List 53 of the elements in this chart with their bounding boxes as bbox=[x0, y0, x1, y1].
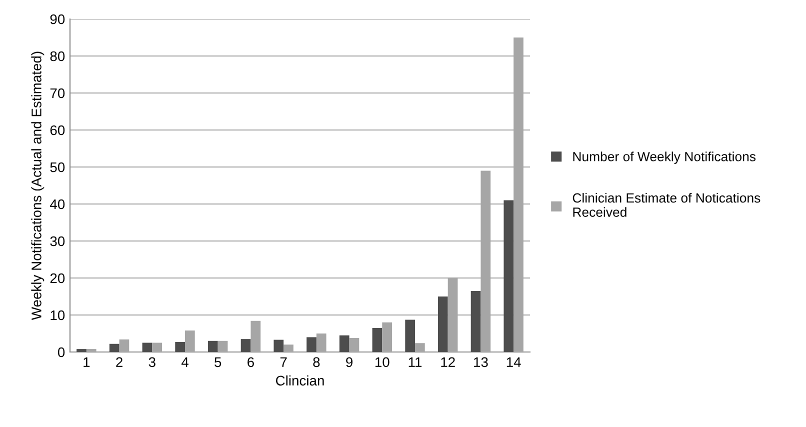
bar bbox=[185, 330, 195, 352]
x-axis-title: Clincian bbox=[276, 375, 324, 386]
bar bbox=[504, 200, 514, 352]
bar bbox=[208, 340, 218, 352]
bar bbox=[470, 290, 481, 352]
y-tick-label: 30 bbox=[50, 236, 65, 246]
legend-label: Clinician Estimate of Notications Received bbox=[572, 192, 760, 217]
y-tick-label: 40 bbox=[50, 199, 65, 210]
legend-label: Number of Weekly Notifications bbox=[573, 152, 756, 164]
x-tick-label: 10 bbox=[375, 357, 390, 368]
bar bbox=[284, 344, 294, 352]
bar bbox=[142, 342, 152, 352]
bar bbox=[438, 296, 448, 352]
x-tick-label: 4 bbox=[181, 357, 188, 367]
y-tick-label: 50 bbox=[50, 162, 65, 172]
x-tick-label: 6 bbox=[248, 357, 254, 368]
bar bbox=[372, 328, 382, 352]
bar bbox=[218, 340, 228, 352]
x-tick-label: 8 bbox=[313, 357, 320, 368]
bar bbox=[415, 343, 425, 352]
bar bbox=[109, 344, 120, 352]
x-tick-label: 2 bbox=[116, 357, 122, 367]
bar bbox=[306, 337, 316, 352]
y-tick-label: 90 bbox=[50, 14, 65, 24]
x-tick-label: 14 bbox=[506, 357, 521, 367]
bar bbox=[382, 322, 392, 352]
bar bbox=[76, 349, 86, 352]
y-tick-label: 60 bbox=[50, 125, 65, 136]
bar bbox=[86, 349, 96, 352]
y-axis-title: Weekly Notifications (Actual and Estimated) bbox=[31, 52, 44, 320]
bar bbox=[316, 334, 326, 352]
bar bbox=[240, 339, 251, 352]
bar bbox=[339, 335, 350, 352]
bar bbox=[274, 340, 284, 352]
bar bbox=[175, 342, 185, 352]
y-tick-label: 0 bbox=[58, 347, 65, 358]
x-tick-label: 9 bbox=[346, 357, 352, 368]
bar bbox=[250, 320, 261, 352]
x-tick-label: 11 bbox=[408, 357, 422, 367]
y-tick-label: 10 bbox=[50, 310, 65, 320]
bar bbox=[405, 320, 415, 352]
y-tick-label: 70 bbox=[50, 88, 65, 98]
y-tick-label: 20 bbox=[50, 273, 65, 284]
x-tick-label: 12 bbox=[441, 357, 455, 367]
bar bbox=[119, 339, 130, 352]
x-tick-label: 13 bbox=[474, 357, 488, 368]
y-tick-label: 80 bbox=[50, 51, 65, 62]
x-tick-label: 5 bbox=[214, 357, 222, 368]
x-tick-label: 3 bbox=[148, 357, 156, 368]
x-tick-label: 7 bbox=[280, 357, 287, 367]
bar bbox=[349, 338, 360, 352]
x-tick-label: 1 bbox=[84, 357, 90, 367]
bar bbox=[152, 342, 162, 352]
